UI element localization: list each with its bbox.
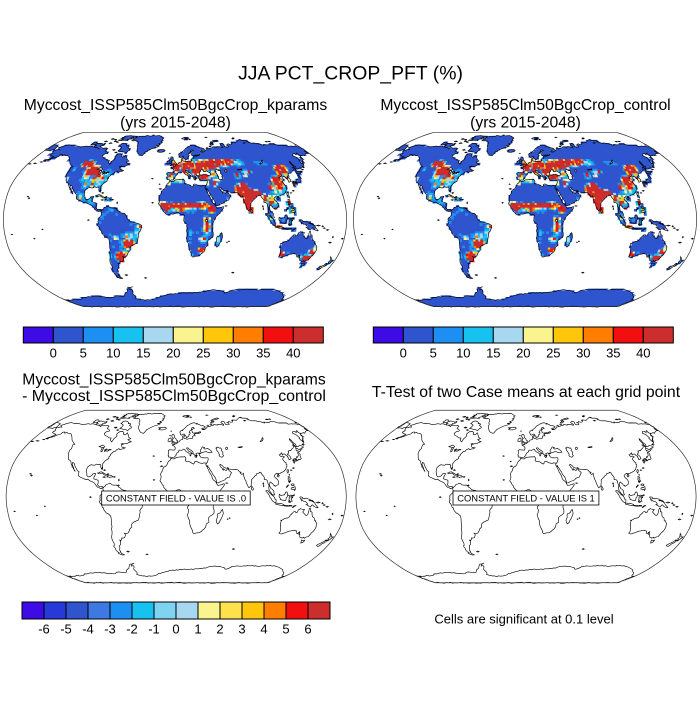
svg-text:0: 0 <box>400 346 407 361</box>
svg-text:40: 40 <box>286 346 300 361</box>
svg-text:20: 20 <box>516 346 530 361</box>
svg-text:20: 20 <box>166 346 180 361</box>
svg-text:5: 5 <box>430 346 437 361</box>
svg-text:25: 25 <box>196 346 210 361</box>
svg-text:(yrs 2015-2048): (yrs 2015-2048) <box>470 115 581 132</box>
svg-text:0: 0 <box>50 346 57 361</box>
svg-text:Myccost_ISSP585Clm50BgcCrop_kp: Myccost_ISSP585Clm50BgcCrop_kparams <box>24 97 328 114</box>
svg-text:JJA PCT_CROP_PFT (%): JJA PCT_CROP_PFT (%) <box>238 63 463 85</box>
svg-text:1: 1 <box>194 622 201 637</box>
svg-text:Myccost_ISSP585Clm50BgcCrop_kp: Myccost_ISSP585Clm50BgcCrop_kparams <box>22 371 326 388</box>
svg-text:5: 5 <box>282 622 289 637</box>
svg-text:-1: -1 <box>148 622 160 637</box>
svg-text:CONSTANT FIELD - VALUE IS 1: CONSTANT FIELD - VALUE IS 1 <box>457 493 595 504</box>
svg-text:2: 2 <box>216 622 223 637</box>
svg-text:6: 6 <box>304 622 311 637</box>
svg-text:-6: -6 <box>38 622 50 637</box>
svg-text:35: 35 <box>256 346 270 361</box>
svg-text:15: 15 <box>136 346 150 361</box>
svg-text:30: 30 <box>576 346 590 361</box>
svg-text:- Myccost_ISSP585Clm50BgcCrop_: - Myccost_ISSP585Clm50BgcCrop_control <box>22 388 326 405</box>
svg-text:-4: -4 <box>82 622 94 637</box>
svg-text:5: 5 <box>80 346 87 361</box>
svg-text:40: 40 <box>636 346 650 361</box>
svg-text:35: 35 <box>606 346 620 361</box>
svg-text:-5: -5 <box>60 622 72 637</box>
svg-text:-3: -3 <box>104 622 116 637</box>
svg-text:25: 25 <box>546 346 560 361</box>
svg-text:10: 10 <box>456 346 470 361</box>
svg-text:0: 0 <box>172 622 179 637</box>
svg-text:15: 15 <box>486 346 500 361</box>
svg-text:T-Test of two Case means at ea: T-Test of two Case means at each grid po… <box>372 384 681 401</box>
svg-text:4: 4 <box>260 622 267 637</box>
svg-text:-2: -2 <box>126 622 138 637</box>
svg-text:(yrs 2015-2048): (yrs 2015-2048) <box>120 115 231 132</box>
svg-text:CONSTANT FIELD - VALUE IS .0: CONSTANT FIELD - VALUE IS .0 <box>106 493 246 504</box>
svg-text:Myccost_ISSP585Clm50BgcCrop_co: Myccost_ISSP585Clm50BgcCrop_control <box>380 97 670 114</box>
svg-text:Cells are significant at 0.1 l: Cells are significant at 0.1 level <box>434 612 613 627</box>
svg-text:10: 10 <box>106 346 120 361</box>
svg-text:3: 3 <box>238 622 245 637</box>
svg-text:30: 30 <box>226 346 240 361</box>
